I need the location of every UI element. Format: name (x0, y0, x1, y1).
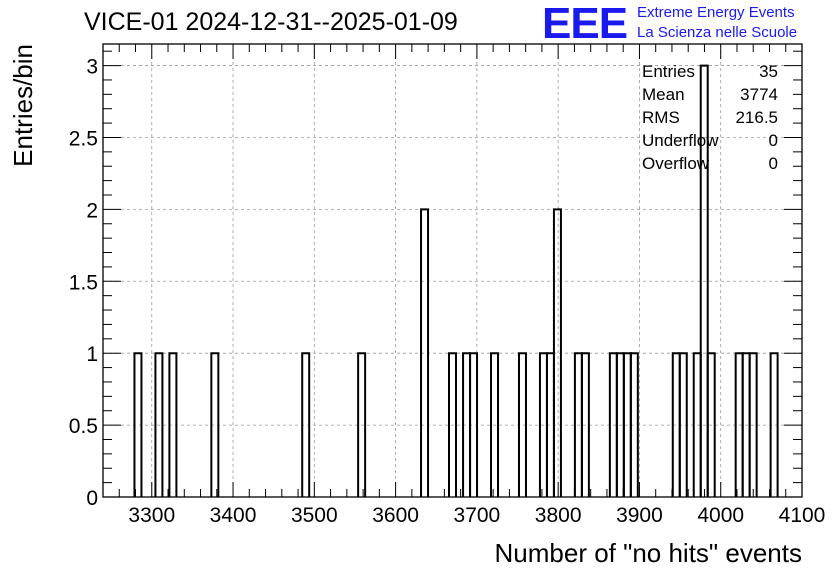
statistics-box: Entries 35 Mean 3774 RMS 216.5 Underflow 0 Overf… (642, 62, 778, 173)
tick-labels: 3300 3400 3500 3600 3700 3800 3900 4000 410000.5… (69, 56, 826, 527)
stats-value: 0 (769, 154, 778, 173)
x-tick-label: 3700 (454, 504, 501, 527)
histogram-bars (133, 64, 779, 497)
y-axis-label: Entries/bin (8, 44, 38, 167)
x-tick-label: 4100 (779, 504, 826, 527)
histogram-bin (748, 352, 758, 497)
x-tick-label: 3300 (128, 504, 175, 527)
histogram-bin (769, 352, 779, 497)
x-tick-label: 3900 (616, 504, 663, 527)
histogram-bin (629, 352, 639, 497)
histogram-bin (133, 352, 143, 497)
histogram-bin (490, 352, 500, 497)
stats-label: Overflow (642, 154, 710, 173)
stats-value: 216.5 (735, 108, 778, 127)
y-tick-label: 2 (86, 199, 98, 222)
axis-ticks (102, 44, 803, 498)
histogram-bin (168, 352, 178, 497)
histogram-bin (678, 352, 688, 497)
stats-value: 0 (769, 131, 778, 150)
y-tick-label: 0 (86, 487, 98, 510)
x-tick-label: 3600 (372, 504, 419, 527)
stats-label: Entries (642, 62, 695, 81)
x-tick-label: 3400 (210, 504, 257, 527)
stats-label: Underflow (642, 131, 719, 150)
x-tick-label: 3500 (291, 504, 338, 527)
stats-label: Mean (642, 85, 685, 104)
stats-value: 3774 (740, 85, 778, 104)
y-tick-label: 2.5 (69, 127, 98, 150)
stats-label: RMS (642, 108, 680, 127)
histogram-bin (210, 352, 220, 497)
histogram-bin (469, 352, 479, 497)
x-tick-label: 4000 (697, 504, 744, 527)
x-tick-label: 3800 (535, 504, 582, 527)
logo-mark: EEE (542, 0, 628, 48)
chart-title: VICE-01 2024-12-31--2025-01-09 (84, 8, 458, 36)
plot-frame (102, 43, 803, 498)
histogram-bin (448, 352, 457, 497)
y-tick-label: 3 (86, 56, 98, 79)
histogram-bin (580, 352, 590, 497)
x-axis-label: Number of "no hits" events (495, 538, 803, 568)
histogram-bin (699, 64, 709, 497)
histogram-bin (552, 208, 562, 497)
logo-line-2: La Scienza nelle Scuole (637, 24, 798, 41)
histogram-bin (420, 208, 430, 497)
histogram-bin (706, 352, 716, 497)
histogram-bin (301, 352, 311, 497)
stats-value: 35 (759, 62, 778, 81)
histogram-bin (517, 352, 527, 497)
histogram-bin (154, 352, 164, 497)
y-tick-label: 1.5 (69, 271, 98, 294)
grid (103, 44, 802, 497)
y-tick-label: 1 (86, 343, 98, 366)
logo-line-1: Extreme Energy Events (637, 4, 795, 21)
histogram-bin (357, 352, 367, 497)
y-tick-label: 0.5 (69, 415, 98, 438)
